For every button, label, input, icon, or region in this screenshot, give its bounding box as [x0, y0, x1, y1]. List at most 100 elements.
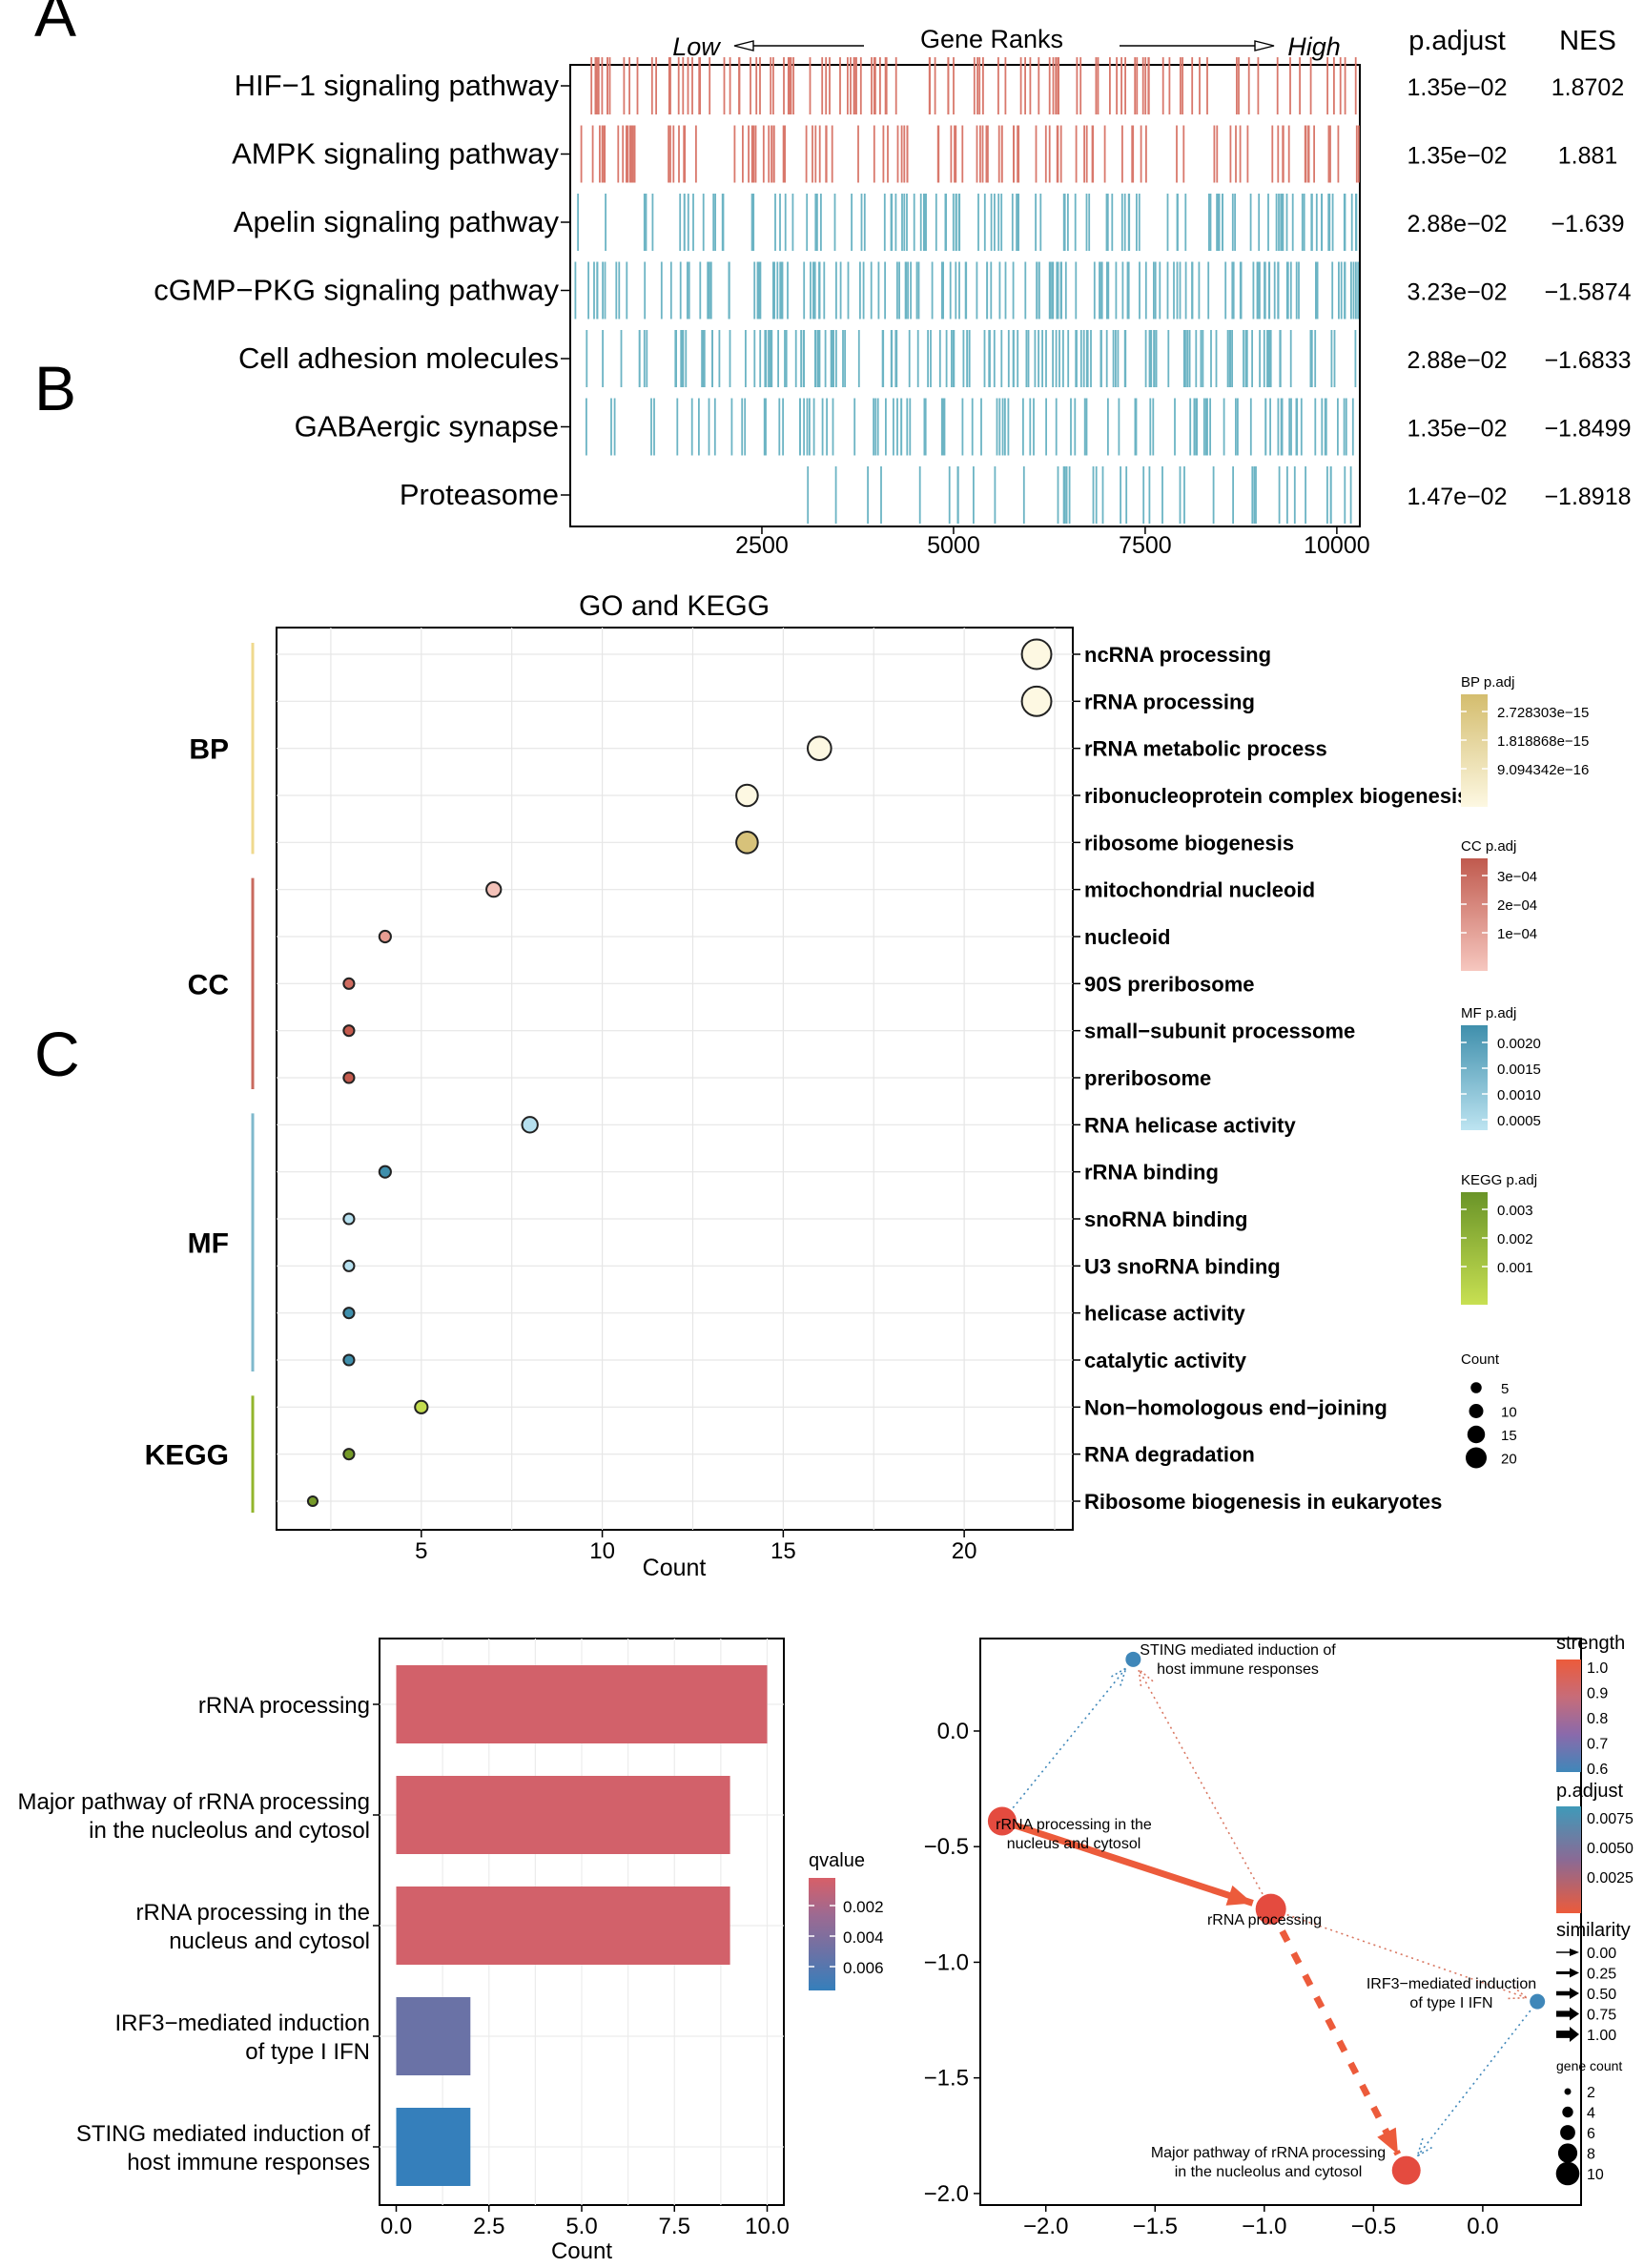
term-label: mitochondrial nucleoid [1084, 878, 1315, 902]
high-label: High [1287, 32, 1341, 61]
node-label: rRNA processing in the [996, 1817, 1152, 1833]
x-tick-label: 7.5 [659, 2214, 690, 2239]
edge-arrowhead [1508, 1985, 1529, 2000]
size-legend-dot [1469, 1404, 1484, 1418]
size-legend-dot [1466, 1447, 1487, 1469]
panel-letter-c: C [34, 1019, 80, 1089]
network-node [1255, 1893, 1286, 1925]
padj-value: 1.35e−02 [1408, 143, 1508, 170]
bar [396, 1776, 730, 1854]
edge-arrowhead [1109, 1666, 1128, 1686]
group-label-kegg: KEGG [145, 1440, 229, 1472]
network-node [1530, 1993, 1546, 2010]
group-label-bp: BP [189, 734, 229, 766]
x-tick-label: −2.0 [1023, 2214, 1068, 2239]
network-edge [1001, 1667, 1127, 1823]
x-tick-label: 20 [952, 1538, 977, 1564]
size-legend-label: 5 [1501, 1381, 1509, 1397]
barcode-row: GABAergic synapse 1.35e−02 −1.8499 [295, 398, 1632, 456]
term-label: RNA helicase activity [1084, 1113, 1296, 1137]
legend-label: 0.0005 [1497, 1113, 1541, 1129]
panel-letter-a: A [34, 0, 76, 50]
size-legend-label: 10 [1501, 1405, 1517, 1421]
legend-colorbar [1461, 1025, 1488, 1130]
term-label: nucleoid [1084, 925, 1170, 949]
term-label: ribonucleoprotein complex biogenesis [1084, 784, 1469, 808]
network-edge [1416, 2001, 1538, 2157]
y-tick-label: −1.5 [924, 2066, 969, 2092]
term-point [378, 1165, 392, 1179]
x-tick-label: 5000 [927, 532, 980, 559]
legend-title: strength [1556, 1633, 1625, 1654]
plot-frame [979, 1638, 1582, 2206]
legend-label: 0.25 [1587, 1967, 1616, 1983]
padj-value: 1.35e−02 [1408, 74, 1508, 101]
pathway-label: cGMP−PKG signaling pathway [154, 274, 559, 307]
legend-label: 0.50 [1587, 1987, 1616, 2003]
y-tick-label: −0.5 [924, 1834, 969, 1860]
gene-count-dot [1560, 2125, 1575, 2140]
legend-label: 10 [1587, 2167, 1604, 2183]
legend-colorbar [1461, 694, 1488, 807]
nes-value: −1.8499 [1544, 416, 1631, 443]
gene-count-dot [1557, 2143, 1578, 2163]
term-point [521, 1116, 539, 1134]
legend-label: 0.8 [1587, 1711, 1608, 1727]
size-legend-title: Count [1461, 1351, 1500, 1368]
panel-letter-b: B [34, 353, 76, 423]
legend-label: 0.002 [843, 1898, 884, 1916]
node-label: IRF3−mediated induction [1367, 1976, 1536, 1992]
x-axis-title: Count [551, 2238, 612, 2264]
barcode-row: Apelin signaling pathway 2.88e−02 −1.639 [234, 194, 1625, 251]
high-arrow-head [1254, 40, 1275, 52]
edge-arrowhead [1138, 1667, 1154, 1688]
legend-label: 0.002 [1497, 1231, 1533, 1247]
legend-label: 0.0050 [1587, 1841, 1634, 1857]
legend-label: 0.0075 [1587, 1811, 1634, 1827]
pathway-label: GABAergic synapse [295, 410, 559, 443]
category-label: nucleus and cytosol [169, 1928, 370, 1954]
similarity-arrowhead [1570, 2007, 1579, 2021]
padj-value: 2.88e−02 [1408, 211, 1508, 237]
y-tick-label: −1.0 [924, 1949, 969, 1975]
category-label: rRNA processing [198, 1693, 370, 1719]
low-arrow-head [733, 40, 754, 52]
barcode-row: Proteasome 1.47e−02 −1.8918 [400, 466, 1632, 524]
x-tick-label: 0.0 [1467, 2214, 1498, 2239]
padj-value: 2.88e−02 [1408, 347, 1508, 374]
term-point [485, 881, 503, 898]
legend-label: 2.728303e−15 [1497, 705, 1589, 721]
term-point [342, 1307, 356, 1320]
x-tick-label: 5.0 [565, 2214, 597, 2239]
category-label: host immune responses [127, 2150, 370, 2175]
term-label: ncRNA processing [1084, 643, 1271, 667]
legend-label: 0.9 [1587, 1686, 1608, 1702]
legend-label: 0.0025 [1587, 1870, 1634, 1887]
legend-label: 1.00 [1587, 2028, 1616, 2044]
legend-colorbar [1461, 858, 1488, 971]
padj-value: 1.35e−02 [1408, 416, 1508, 443]
legend-label: 9.094342e−16 [1497, 762, 1589, 778]
network-edge [1000, 1818, 1254, 1907]
nes-value: −1.5874 [1544, 279, 1631, 306]
term-point [342, 1259, 356, 1272]
low-label: Low [672, 32, 721, 61]
x-tick-label: 0.0 [380, 2214, 412, 2239]
legend-colorbar [1461, 1192, 1488, 1305]
legend-title: MF p.adj [1461, 1005, 1516, 1021]
legend-label: 1.818868e−15 [1497, 733, 1589, 750]
barcode-row: HIF−1 signaling pathway 1.35e−02 1.8702 [235, 57, 1624, 114]
term-point [414, 1399, 429, 1414]
nes-value: −1.639 [1551, 211, 1624, 237]
gene-count-dot [1562, 2106, 1573, 2118]
pathway-label: AMPK signaling pathway [232, 137, 559, 171]
edge-arrowhead [1225, 1885, 1253, 1906]
bar [396, 1887, 730, 1965]
legend-label: 0.0020 [1497, 1036, 1541, 1052]
node-label: nucleus and cytosol [1007, 1836, 1141, 1852]
term-label: rRNA metabolic process [1084, 737, 1327, 761]
legend-colorbar [1556, 1660, 1581, 1772]
y-tick-label: −2.0 [924, 2181, 969, 2207]
group-label-mf: MF [188, 1228, 229, 1260]
similarity-arrowhead [1570, 1968, 1579, 1978]
